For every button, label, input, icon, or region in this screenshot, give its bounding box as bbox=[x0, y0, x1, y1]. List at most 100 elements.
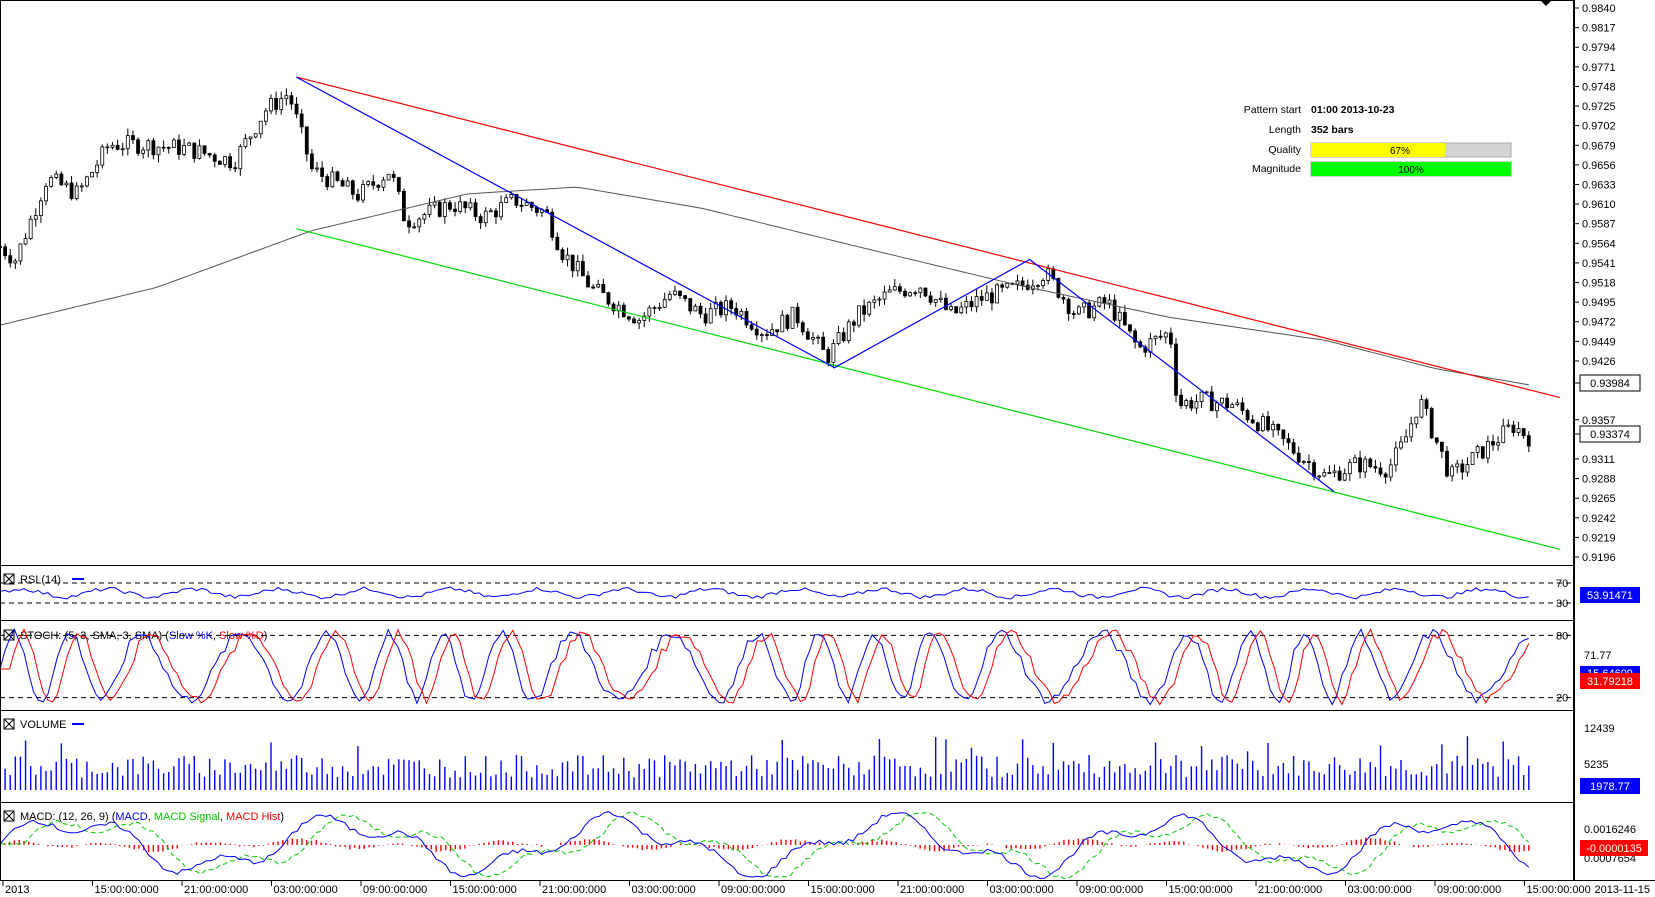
candle-body bbox=[1424, 399, 1429, 409]
candle-body bbox=[238, 146, 243, 170]
candle-body bbox=[1220, 397, 1224, 404]
stoch-title-separator: , bbox=[213, 630, 219, 642]
candle-body bbox=[913, 292, 918, 295]
rsi-value-text: 53.91471 bbox=[1587, 590, 1633, 602]
price-tick-label: 0.9288 bbox=[1582, 474, 1616, 486]
price-tick-label: 0.9633 bbox=[1582, 179, 1616, 191]
price-tick-label: 0.9472 bbox=[1582, 317, 1616, 329]
time-tick-label: 15:00:00:000 bbox=[1527, 884, 1591, 896]
candle-body bbox=[1209, 391, 1214, 412]
scroll-arrow-icon[interactable] bbox=[1540, 0, 1552, 6]
price-tick-label: 0.9702 bbox=[1582, 121, 1616, 133]
candle-body bbox=[765, 334, 769, 336]
candle-body bbox=[959, 306, 964, 314]
time-tick-label: 2013-11-15 bbox=[1595, 884, 1650, 896]
candle-body bbox=[1235, 402, 1240, 406]
candle-body bbox=[182, 144, 186, 155]
candle-body bbox=[417, 218, 422, 228]
candle-body bbox=[964, 301, 969, 308]
candle-body bbox=[49, 177, 54, 187]
candle-body bbox=[1393, 447, 1398, 466]
candle-body bbox=[207, 153, 212, 156]
candle-body bbox=[166, 146, 171, 149]
candle-body bbox=[458, 201, 463, 212]
candle-body bbox=[1322, 472, 1327, 477]
rsi-line bbox=[0, 586, 1529, 600]
pattern-start-label: Pattern start bbox=[1244, 104, 1301, 116]
candle-body bbox=[862, 305, 867, 315]
quality-label: Quality bbox=[1268, 144, 1301, 156]
time-tick-label: 21:00:00:000 bbox=[184, 884, 248, 896]
candle-body bbox=[1245, 410, 1250, 421]
macd-signal-line bbox=[0, 811, 1530, 880]
candle-body bbox=[407, 220, 411, 228]
candle-body bbox=[514, 194, 519, 206]
candle-body bbox=[1061, 296, 1066, 300]
price-tick-label: 0.9311 bbox=[1582, 454, 1615, 466]
price-pane: Pattern start 01:00 2013-10-23 Length 35… bbox=[0, 0, 1561, 550]
candle-body bbox=[1491, 440, 1495, 446]
candle-body bbox=[974, 296, 979, 308]
candle-body bbox=[719, 301, 723, 316]
candle-body bbox=[836, 332, 841, 345]
candle-body bbox=[580, 261, 585, 277]
candle-body bbox=[95, 164, 100, 173]
macd-title-suffix: ) bbox=[280, 811, 284, 823]
candle-body bbox=[1000, 284, 1005, 288]
candle-body bbox=[44, 185, 48, 202]
candle-body bbox=[499, 202, 503, 218]
rsi-level-30-label: 30 bbox=[1556, 598, 1568, 610]
candle-body bbox=[422, 214, 427, 220]
candle-body bbox=[1261, 416, 1265, 432]
candle-body bbox=[1409, 423, 1414, 438]
candle-body bbox=[775, 329, 780, 333]
time-tick-label: 15:00:00:000 bbox=[95, 884, 159, 896]
candle-body bbox=[356, 193, 360, 201]
price-tick-label: 0.9840 bbox=[1582, 3, 1616, 15]
volume-title: VOLUME bbox=[20, 719, 66, 731]
candle-body bbox=[596, 283, 601, 288]
candle-body bbox=[1399, 441, 1403, 449]
candle-body bbox=[381, 179, 386, 188]
candle-body bbox=[969, 301, 974, 308]
candle-body bbox=[187, 142, 192, 146]
candle-body bbox=[1460, 463, 1465, 473]
candle-body bbox=[233, 167, 238, 170]
candle-body bbox=[1475, 446, 1480, 453]
candle-body bbox=[453, 208, 457, 212]
candle-body bbox=[1092, 305, 1097, 319]
candle-body bbox=[1388, 464, 1393, 478]
candle-body bbox=[1107, 299, 1112, 304]
stoch-title-suffix: ) bbox=[264, 630, 268, 642]
candle-body bbox=[386, 173, 391, 181]
candle-body bbox=[488, 210, 493, 213]
candle-body bbox=[1117, 311, 1122, 321]
candle-body bbox=[59, 173, 64, 186]
pattern-start-value: 01:00 2013-10-23 bbox=[1311, 104, 1395, 116]
time-tick-label: 03:00:00:000 bbox=[990, 884, 1054, 896]
candle-body bbox=[1414, 416, 1419, 425]
candle-body bbox=[54, 173, 59, 178]
candle-body bbox=[1122, 311, 1127, 326]
time-tick-label: 15:00:00:000 bbox=[1169, 884, 1233, 896]
candle-body bbox=[1250, 419, 1255, 424]
candle-body bbox=[402, 190, 406, 222]
candle-body bbox=[1204, 391, 1209, 394]
candle-body bbox=[1419, 399, 1424, 418]
candle-body bbox=[642, 315, 647, 321]
stoch-axis-value: 71.77 bbox=[1584, 650, 1612, 662]
candle-body bbox=[156, 146, 161, 156]
candle-body bbox=[872, 299, 877, 303]
candle-body bbox=[1363, 458, 1368, 473]
macd-pane: MACD: (12, 26, 9) (MACD, MACD Signal, MA… bbox=[0, 810, 1648, 880]
candle-body bbox=[1470, 452, 1475, 465]
candle-body bbox=[954, 306, 959, 314]
candle-body bbox=[611, 303, 616, 312]
candle-body bbox=[335, 171, 340, 181]
candle-body bbox=[1450, 466, 1455, 477]
candle-body bbox=[805, 331, 810, 340]
rsi-value-box bbox=[1580, 587, 1640, 603]
candle-body bbox=[678, 290, 682, 297]
time-tick-label: 15:00:00:000 bbox=[453, 884, 517, 896]
